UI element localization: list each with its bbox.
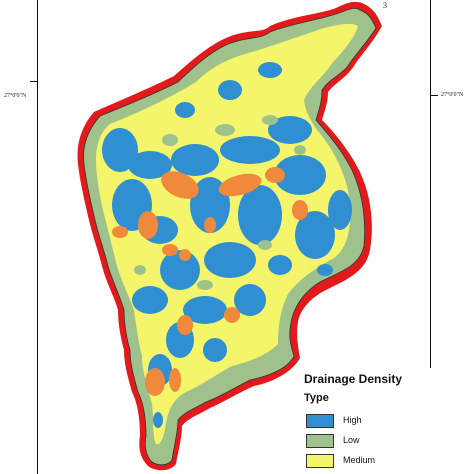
map-legend: Drainage Density Type High Low Medium	[298, 368, 448, 474]
map-frame-right	[430, 0, 431, 474]
high-density-patches	[102, 62, 352, 428]
map-frame-left	[37, 0, 38, 474]
corner-label: 3	[383, 1, 387, 10]
legend-swatch-high	[306, 414, 334, 428]
legend-title: Drainage Density	[304, 372, 403, 386]
latitude-label-left: 27°0'0"N	[4, 93, 27, 99]
orange-patches	[112, 167, 308, 396]
basin-outline	[83, 7, 377, 466]
legend-label-medium: Medium	[343, 455, 376, 465]
latitude-tick-right	[430, 95, 438, 96]
latitude-label-right: 27°0'0"N	[441, 92, 464, 98]
legend-subtitle: Type	[304, 392, 329, 404]
low-density-islands	[134, 115, 306, 290]
legend-label-low: Low	[343, 435, 360, 445]
latitude-tick-left	[30, 81, 38, 82]
legend-swatch-medium	[306, 454, 334, 468]
legend-label-high: High	[343, 415, 362, 425]
legend-swatch-low	[306, 434, 334, 448]
